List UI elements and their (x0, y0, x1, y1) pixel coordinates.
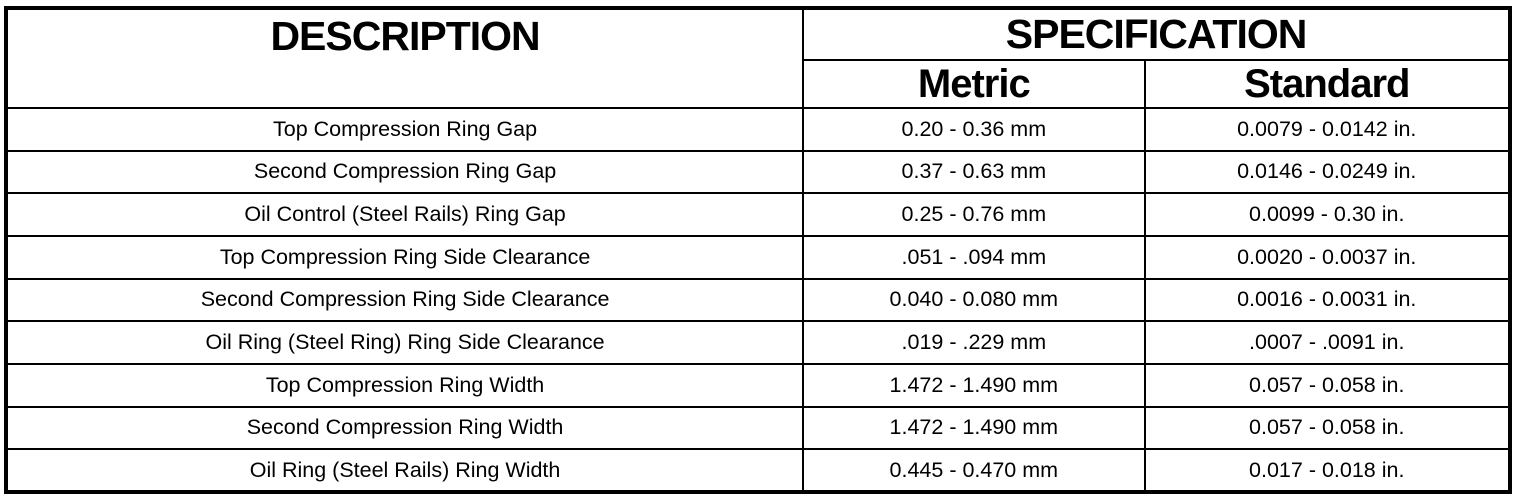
header-row-main: DESCRIPTION SPECIFICATION (4, 7, 1511, 109)
metric-cell: 0.20 - 0.36 mm (802, 107, 1146, 152)
table-row: Top Compression Ring Side Clearance .051 … (4, 234, 1512, 280)
standard-cell: 0.017 - 0.018 in. (1143, 448, 1512, 493)
column-header-standard: Standard (1143, 59, 1512, 109)
standard-cell: 0.0016 - 0.0031 in. (1143, 277, 1512, 323)
metric-cell: 0.445 - 0.470 mm (802, 448, 1146, 493)
column-header-metric: Metric (802, 59, 1146, 109)
metric-cell: 1.472 - 1.490 mm (802, 362, 1146, 408)
table-row: Second Compression Ring Width 1.472 - 1.4… (4, 405, 1512, 451)
description-cell: Top Compression Ring Width (4, 362, 805, 408)
description-cell: Oil Ring (Steel Rails) Ring Width (4, 448, 805, 493)
header-row-units: Metric Standard (6, 59, 1512, 109)
description-cell: Top Compression Ring Gap (4, 107, 805, 152)
description-cell: Second Compression Ring Gap (4, 149, 805, 195)
table-body: Top Compression Ring Gap 0.20 - 0.36 mm 0.… (4, 107, 1512, 493)
standard-cell: 0.0079 - 0.0142 in. (1143, 107, 1512, 152)
description-cell: Oil Ring (Steel Ring) Ring Side Clearanc… (4, 320, 805, 365)
standard-cell: 0.057 - 0.058 in. (1143, 362, 1512, 408)
standard-cell: 0.0020 - 0.0037 in. (1143, 234, 1512, 280)
table-row: Second Compression Ring Side Clearance 0.… (4, 277, 1512, 323)
description-cell: Top Compression Ring Side Clearance (4, 234, 805, 280)
column-header-specification: SPECIFICATION (802, 7, 1511, 61)
metric-cell: 1.472 - 1.490 mm (802, 405, 1146, 451)
metric-cell: .051 - .094 mm (802, 234, 1146, 280)
table-row: Top Compression Ring Width 1.472 - 1.490 … (4, 362, 1512, 408)
piston-ring-specification-table: DESCRIPTION SPECIFICATION Metric Standar… (4, 6, 1512, 494)
table-row: Second Compression Ring Gap 0.37 - 0.63 m… (4, 149, 1512, 195)
table-row: Top Compression Ring Gap 0.20 - 0.36 mm 0.… (4, 107, 1512, 152)
metric-cell: 0.37 - 0.63 mm (802, 149, 1146, 195)
description-cell: Second Compression Ring Width (4, 405, 805, 451)
standard-cell: .0007 - .0091 in. (1143, 320, 1512, 365)
description-cell: Oil Control (Steel Rails) Ring Gap (4, 192, 805, 237)
table-header: DESCRIPTION SPECIFICATION Metric Standar… (4, 7, 1512, 109)
table-row: Oil Control (Steel Rails) Ring Gap 0.25 -… (4, 192, 1512, 237)
standard-cell: 0.057 - 0.058 in. (1143, 405, 1512, 451)
table-row: Oil Ring (Steel Rails) Ring Width 0.445 -… (4, 448, 1512, 493)
column-header-description: DESCRIPTION (4, 7, 805, 109)
standard-cell: 0.0146 - 0.0249 in. (1143, 149, 1512, 195)
metric-cell: 0.25 - 0.76 mm (802, 192, 1146, 237)
standard-cell: 0.0099 - 0.30 in. (1143, 192, 1512, 237)
table-row: Oil Ring (Steel Ring) Ring Side Clearanc… (4, 320, 1512, 365)
metric-cell: 0.040 - 0.080 mm (802, 277, 1146, 323)
metric-cell: .019 - .229 mm (802, 320, 1146, 365)
description-cell: Second Compression Ring Side Clearance (4, 277, 805, 323)
